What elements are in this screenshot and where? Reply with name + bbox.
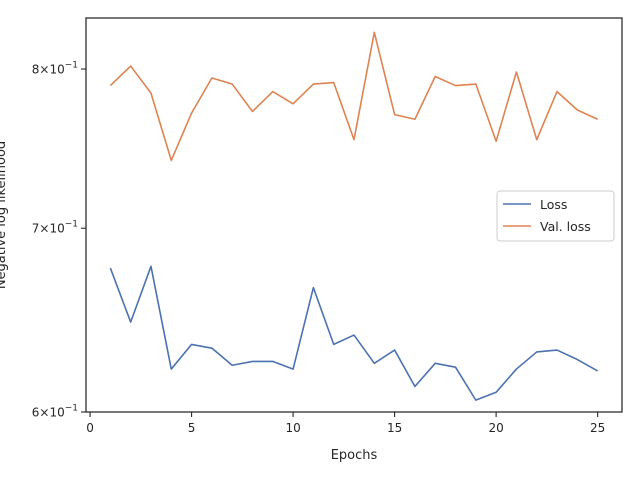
x-axis-label: Epochs xyxy=(331,448,378,463)
x-tick-label: 20 xyxy=(488,421,503,435)
y-axis: 6×10−1 7×10−1 8×10−1 xyxy=(32,61,86,420)
legend: Loss Val. loss xyxy=(496,190,615,242)
series-line-loss xyxy=(109,265,599,401)
y-axis-label: Negative log likelihood xyxy=(0,141,9,289)
legend-label-val-loss: Val. loss xyxy=(540,219,591,234)
x-tick-label: 10 xyxy=(285,421,300,435)
x-tick-label: 5 xyxy=(188,421,196,435)
x-axis: 0 5 10 15 20 25 xyxy=(86,412,605,435)
series-line-val-loss xyxy=(109,31,598,162)
x-tick-label: 15 xyxy=(387,421,402,435)
y-tick-label: 6×10−1 xyxy=(32,404,78,420)
y-tick-label: 7×10−1 xyxy=(32,220,78,236)
y-tick-label: 8×10−1 xyxy=(32,61,78,77)
plot-frame xyxy=(85,17,623,413)
series-layer xyxy=(109,31,599,401)
x-tick-label: 25 xyxy=(590,421,605,435)
legend-label-loss: Loss xyxy=(540,197,567,212)
x-tick-label: 0 xyxy=(86,421,94,435)
